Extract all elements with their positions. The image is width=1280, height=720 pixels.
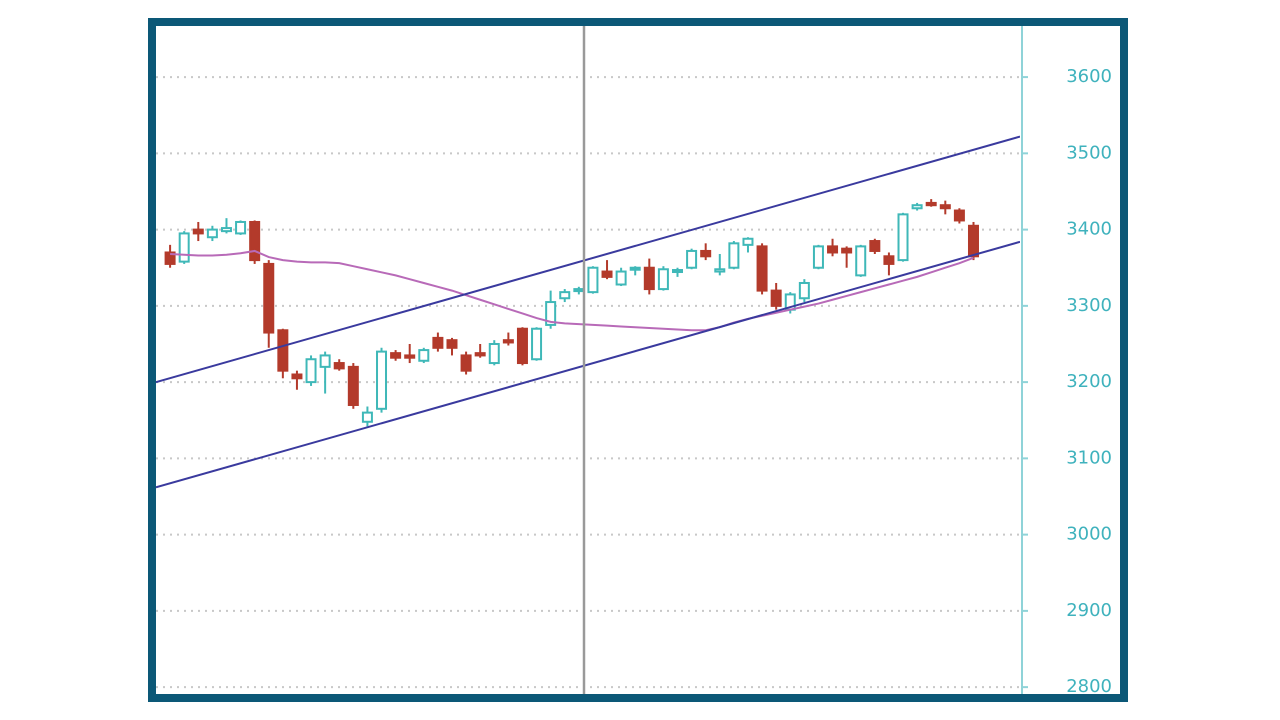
y-tick-label: 2900 xyxy=(1066,600,1112,621)
candle-body xyxy=(404,354,416,359)
moving-average xyxy=(170,249,974,332)
candle-body xyxy=(333,362,345,370)
candle-body xyxy=(291,373,303,380)
candle-body xyxy=(319,354,331,368)
candle-body xyxy=(502,339,514,344)
candle-body xyxy=(488,342,500,365)
candle-body xyxy=(629,266,641,271)
candle-body xyxy=(897,213,909,262)
candle-body xyxy=(700,249,712,258)
candle-body xyxy=(770,289,782,307)
candle-body xyxy=(305,358,317,384)
candle-body xyxy=(587,266,599,294)
candle-body xyxy=(474,352,486,357)
candle-body xyxy=(672,269,684,274)
candle-body xyxy=(728,242,740,269)
y-tick-label: 3400 xyxy=(1066,219,1112,240)
y-tick-label: 2800 xyxy=(1066,676,1112,697)
candle-body xyxy=(347,365,359,406)
candle-body xyxy=(686,249,698,269)
y-tick-label: 3300 xyxy=(1066,295,1112,316)
candle-body xyxy=(925,201,937,207)
candle-body xyxy=(798,281,810,300)
candle-body xyxy=(390,352,402,359)
candle-body xyxy=(206,228,218,239)
y-tick-label: 3600 xyxy=(1066,66,1112,87)
plot-area xyxy=(156,76,1020,689)
candle-body xyxy=(460,354,472,372)
candle-body xyxy=(841,247,853,254)
candle-body xyxy=(263,262,275,334)
candle-body xyxy=(178,232,190,263)
candle-body xyxy=(559,291,571,300)
candle-body xyxy=(531,327,543,361)
candle-body xyxy=(192,228,204,235)
candle-body xyxy=(714,268,726,273)
candle-body xyxy=(967,224,979,258)
candle-body xyxy=(545,301,557,326)
candle-body xyxy=(164,251,176,265)
y-tick-label: 3200 xyxy=(1066,371,1112,392)
candle-body xyxy=(911,204,923,210)
candle-body xyxy=(220,227,232,233)
candle-body xyxy=(657,268,669,291)
candle-body xyxy=(446,339,458,349)
candle-body xyxy=(953,209,965,222)
candle-body xyxy=(742,237,754,246)
y-tick-label: 3000 xyxy=(1066,524,1112,545)
candle-body xyxy=(812,245,824,269)
candle-body xyxy=(827,245,839,254)
candle-body xyxy=(601,270,613,278)
candle-body xyxy=(883,255,895,265)
candle-body xyxy=(361,411,373,423)
y-tick-label: 3100 xyxy=(1066,447,1112,468)
y-tick-label: 3500 xyxy=(1066,142,1112,163)
trend-line xyxy=(156,240,1020,489)
candle-body xyxy=(756,245,768,292)
candle-body xyxy=(376,350,388,410)
candle-body xyxy=(855,245,867,277)
candle-body xyxy=(516,327,528,365)
candle-body xyxy=(277,329,289,372)
candle-body xyxy=(615,270,627,286)
candle-body xyxy=(869,240,881,252)
frame xyxy=(148,18,1128,702)
candle-body xyxy=(235,220,247,235)
candle-body xyxy=(432,336,444,349)
candle-body xyxy=(573,288,585,293)
candle-body xyxy=(418,349,430,362)
candle-body xyxy=(643,266,655,291)
candle-body xyxy=(939,204,951,210)
candle-body xyxy=(249,220,261,262)
trend-line xyxy=(156,135,1020,384)
